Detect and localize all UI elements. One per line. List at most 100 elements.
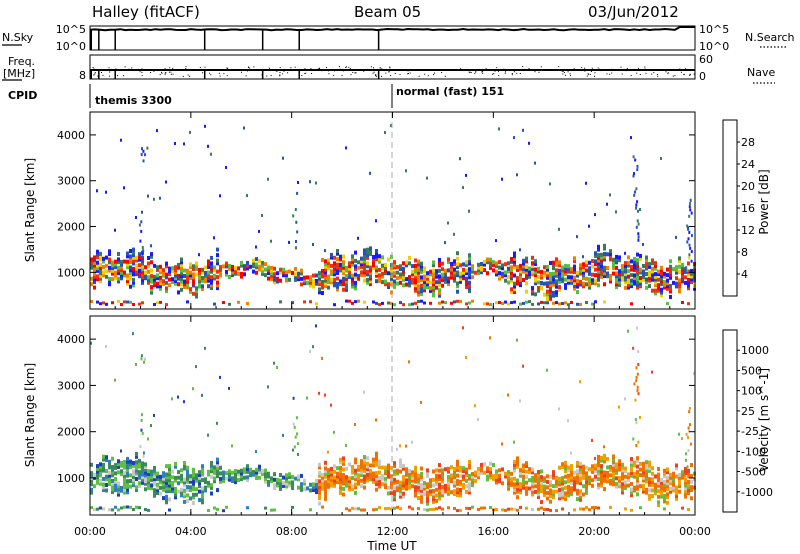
nave-dot [298,70,300,72]
heatmap-cell [531,489,534,494]
heatmap-cell [501,274,504,279]
heatmap-cell [342,265,345,270]
heatmap-cell [423,481,426,486]
heatmap-cell [114,482,117,487]
heatmap-cell [339,488,342,493]
heatmap-cell [678,475,681,480]
heatmap-cell [441,507,444,511]
heatmap-cell [90,265,93,270]
heatmap-cell [522,128,524,132]
colorbar-tick-label: 16 [741,202,755,215]
heatmap-cell [687,491,690,495]
heatmap-cell [600,272,603,277]
heatmap-cell [183,494,186,499]
heatmap-cell [174,495,177,500]
heatmap-cell [348,261,351,266]
colorbar-tick-label: -25 [741,425,759,438]
colorbar-tick-label: -500 [741,466,766,479]
heatmap-cell [573,275,576,280]
heatmap-cell [123,259,126,264]
heatmap-cell [117,462,120,467]
heatmap-cell [441,300,444,304]
heatmap-cell [432,469,435,474]
heatmap-cell [198,475,201,480]
heatmap-cell [186,277,189,281]
heatmap-cell [651,261,654,266]
nave-dot [672,75,674,77]
heatmap-cell [342,262,345,267]
heatmap-cell [198,498,201,502]
heatmap-cell [295,246,297,250]
heatmap-cell [603,473,606,478]
heatmap-cell [567,264,570,269]
heatmap-cell [639,284,642,289]
heatmap-cell [165,472,168,477]
heatmap-cell [174,462,177,466]
heatmap-cell [579,303,582,306]
heatmap-cell [669,267,672,272]
heatmap-cell [645,462,648,467]
heatmap-cell [279,473,282,477]
heatmap-cell [540,286,543,291]
heatmap-cell [240,477,243,482]
heatmap-cell [417,496,420,500]
heatmap-cell [276,483,279,488]
heatmap-cell [171,277,174,282]
heatmap-cell [573,487,576,492]
nave-dot [172,73,174,75]
heatmap-cell [297,477,300,482]
heatmap-cell [585,482,588,487]
heatmap-cell [192,278,195,282]
heatmap-cell [282,267,285,272]
heatmap-cell [456,465,459,470]
heatmap-cell [681,475,684,480]
heatmap-cell [102,482,105,487]
heatmap-cell [297,181,299,184]
heatmap-cell [450,465,453,470]
heatmap-cell [324,480,327,485]
heatmap-cell [120,461,123,465]
heatmap-cell [663,468,666,473]
heatmap-cell [354,283,357,288]
heatmap-cell [639,415,641,419]
heatmap-cell [609,193,611,197]
heatmap-cell [426,468,429,473]
heatmap-cell [171,486,174,491]
heatmap-cell [690,211,693,215]
nave-dot [408,73,409,74]
heatmap-cell [633,460,636,465]
heatmap-cell [255,245,257,249]
nave-dot [599,68,600,70]
heatmap-cell [324,491,327,496]
heatmap-cell [573,286,576,291]
nave-dot [492,73,494,75]
heatmap-cell [174,489,177,494]
heatmap-cell [390,276,393,281]
heatmap-cell [486,271,489,276]
heatmap-cell [579,266,582,270]
heatmap-cell [525,275,528,280]
heatmap-cell [135,452,138,456]
heatmap-cell [411,280,414,285]
heatmap-cell [669,478,672,483]
heatmap-cell [453,467,456,471]
heatmap-cell [135,266,138,271]
heatmap-cell [390,124,392,128]
nave-dot [486,69,488,71]
heatmap-cell [292,396,295,400]
heatmap-cell [393,262,396,267]
heatmap-cell [156,267,159,272]
heatmap-cell [138,268,141,273]
heatmap-cell [321,356,323,360]
heatmap-cell [549,480,552,485]
heatmap-cell [267,474,270,479]
heatmap-cell [684,486,687,491]
heatmap-cell [597,460,600,465]
heatmap-cell [120,469,123,474]
heatmap-cell [375,473,378,478]
nave-dot [651,73,653,75]
heatmap-cell [225,471,228,476]
heatmap-cell [108,470,111,475]
heatmap-cell [351,487,354,492]
heatmap-cell [513,485,516,490]
